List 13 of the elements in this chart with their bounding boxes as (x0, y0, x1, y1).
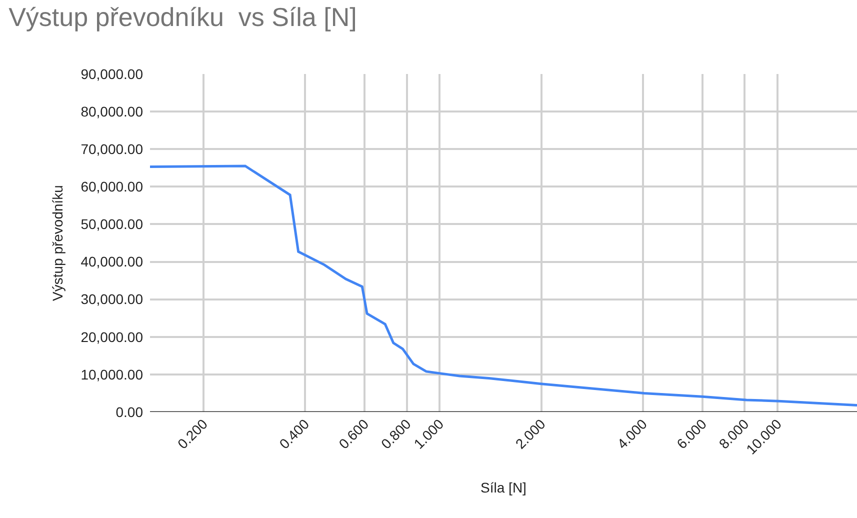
y-tick-label: 90,000.00 (80, 66, 144, 82)
y-tick-label: 80,000.00 (80, 103, 144, 120)
y-tick-label: 20,000.00 (80, 328, 144, 345)
y-tick-label: 50,000.00 (80, 216, 144, 232)
y-tick-label: 10,000.00 (80, 366, 144, 382)
y-tick-label: 60,000.00 (80, 178, 144, 195)
y-axis-title: Výstup převodníku (49, 185, 66, 301)
chart-title: Výstup převodníku vs Síla [N] (8, 2, 357, 32)
y-tick-label: 0.00 (116, 404, 144, 420)
y-tick-label: 40,000.00 (80, 254, 144, 270)
y-tick-label: 70,000.00 (80, 141, 144, 158)
x-axis-title: Síla [N] (480, 480, 526, 496)
y-tick-label: 30,000.00 (80, 291, 144, 308)
